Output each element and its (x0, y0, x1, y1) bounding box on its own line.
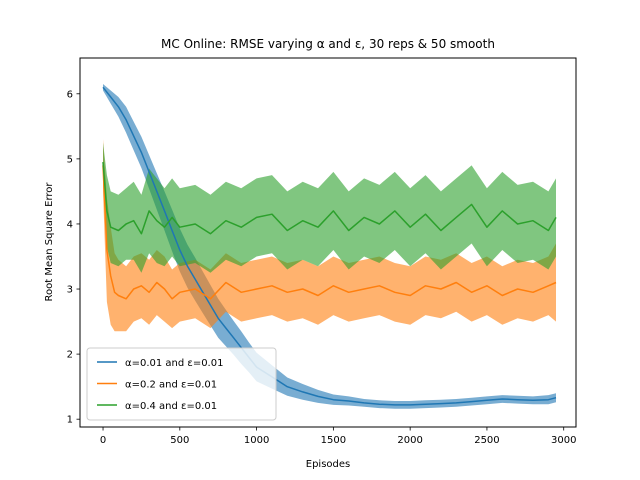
axes-frame (79, 57, 577, 428)
legend-label-2: α=0.2 and ε=0.01 (125, 380, 217, 391)
y-tick-label: 6 (67, 89, 73, 100)
series-1-band (103, 84, 556, 409)
legend-label-3: α=0.4 and ε=0.01 (125, 401, 217, 412)
series-3-band (103, 142, 556, 273)
legend: α=0.01 and ε=0.01 α=0.2 and ε=0.01 α=0.4 a… (86, 347, 277, 421)
x-axis-label: Episodes (306, 459, 350, 470)
y-axis-label: Root Mean Square Error (44, 182, 55, 302)
chart-title: MC Online: RMSE varying α and ε, 30 reps… (161, 37, 495, 51)
axis-ticks: 0 500 1000 1500 2000 2500 3000 1 2 3 4 5 6 (67, 89, 577, 446)
x-tick-label: 2000 (397, 435, 422, 446)
y-tick-label: 3 (67, 285, 73, 296)
series-2-line (102, 165, 557, 300)
x-tick-label: 1500 (321, 435, 346, 446)
y-tick-label: 4 (67, 219, 73, 230)
x-tick-label: 2500 (474, 435, 499, 446)
legend-box (86, 347, 277, 421)
series-3-line (102, 162, 557, 235)
x-tick-label: 500 (170, 435, 189, 446)
series-2-band (103, 139, 556, 332)
y-tick-label: 1 (67, 415, 73, 426)
x-tick-label: 3000 (551, 435, 576, 446)
y-tick-label: 5 (67, 154, 73, 165)
legend-label-1: α=0.01 and ε=0.01 (125, 358, 223, 369)
y-tick-label: 2 (67, 350, 73, 361)
x-tick-label: 0 (100, 435, 106, 446)
x-tick-label: 1000 (244, 435, 269, 446)
